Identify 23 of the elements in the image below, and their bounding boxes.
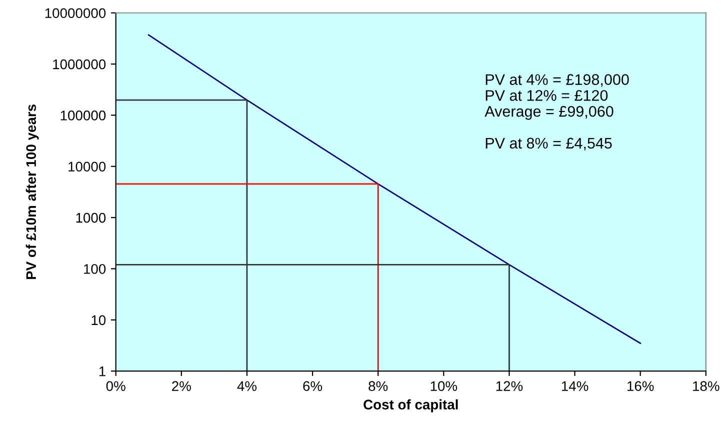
- y-tick-label: 10000: [68, 162, 106, 172]
- y-axis-title: PV of £10m after 100 years: [26, 104, 39, 280]
- x-tick-label: 10%: [430, 381, 458, 392]
- annotation: PV at 8% = £4,545: [486, 138, 612, 150]
- x-tick-label: 6%: [303, 381, 322, 392]
- annotation: PV at 4% = £198,000 PV at 12% = £120 Average = £99,060: [484, 74, 629, 120]
- y-tick-label: 100000: [60, 110, 106, 120]
- x-tick-label: 8%: [368, 381, 388, 392]
- x-tick-label: 12%: [496, 381, 523, 391]
- y-tick-label: 1000000: [53, 59, 106, 70]
- x-tick-label: 0%: [106, 381, 126, 392]
- y-tick-label: 10: [92, 315, 106, 326]
- x-tick-label: 2%: [172, 381, 191, 391]
- x-tick-label: 4%: [237, 381, 257, 391]
- x-tick-label: 14%: [562, 381, 588, 391]
- y-tick-label: 10000000: [45, 8, 106, 18]
- y-tick-label: 100: [84, 264, 106, 274]
- y-tick-label: 1000: [76, 212, 106, 223]
- x-axis-title: Cost of capital: [364, 399, 458, 412]
- x-tick-label: 18%: [693, 381, 720, 392]
- x-tick-label: 16%: [628, 381, 654, 392]
- line-series: [148, 34, 642, 344]
- y-tick-label: 1: [99, 366, 106, 376]
